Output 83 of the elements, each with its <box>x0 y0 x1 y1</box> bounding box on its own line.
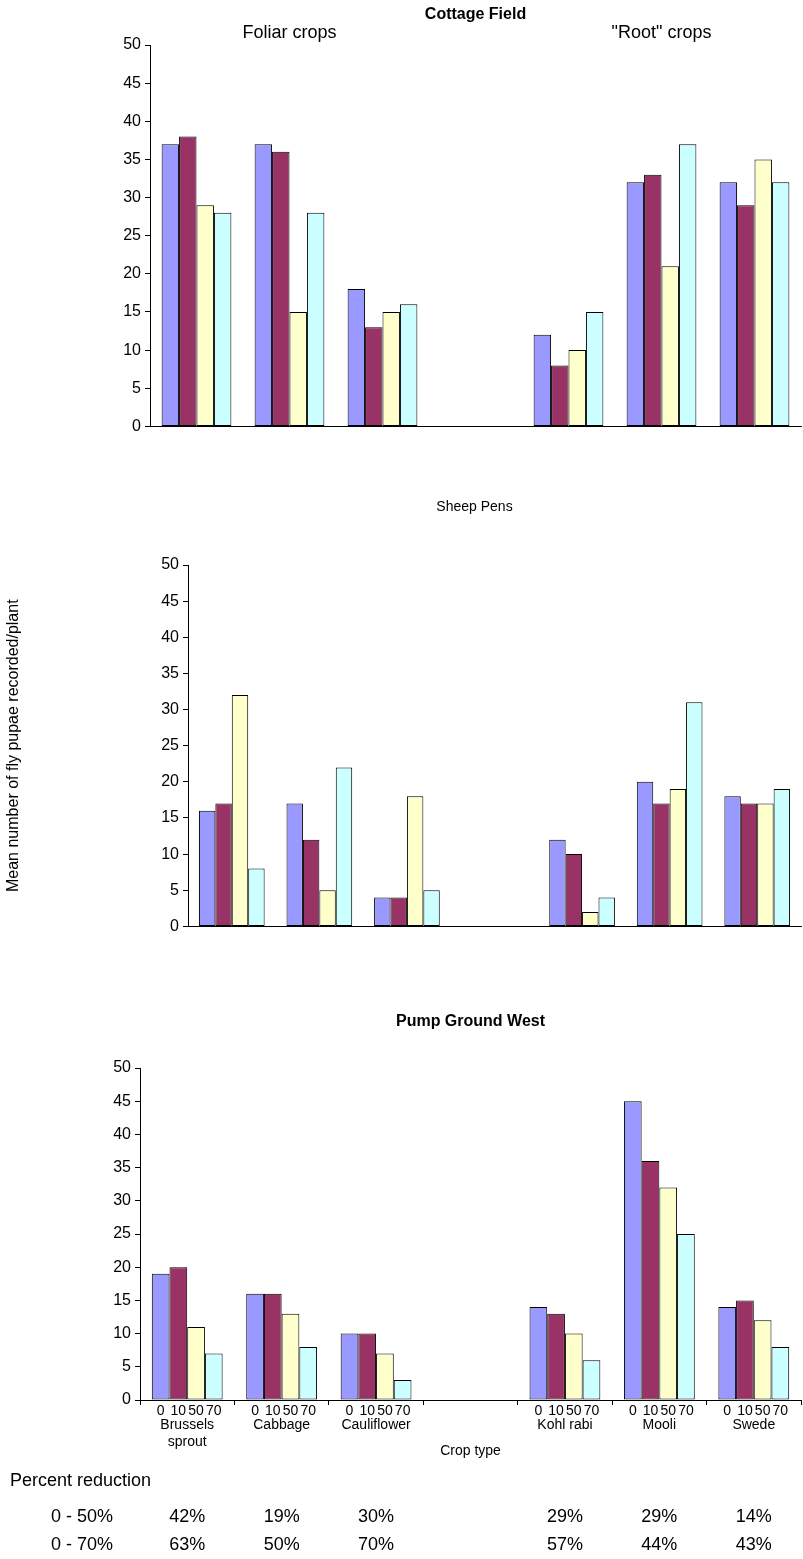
text: 0 - 50% <box>50 1506 114 1527</box>
y-tick-label: 10 <box>113 1324 132 1342</box>
x-axis-title: Crop type <box>440 1442 502 1459</box>
text: 14% <box>735 1506 772 1527</box>
text: Foliar crops <box>242 22 337 43</box>
text: 10 <box>265 1401 281 1418</box>
text: 43% <box>735 1534 772 1555</box>
text: 70 <box>678 1401 694 1418</box>
y-tick-label: 40 <box>161 627 180 645</box>
text: 63% <box>169 1534 206 1555</box>
chart-title: Pump Ground West <box>395 1012 546 1030</box>
y-tick-label: 40 <box>123 111 142 129</box>
y-tick-label: 0 <box>122 1390 132 1408</box>
y-tick-label: 0 <box>170 916 180 934</box>
y-axis-title: Mean number of fly pupae recorded/plant <box>4 598 22 893</box>
y-tick-label: 15 <box>161 808 180 826</box>
y-tick-label: 45 <box>161 591 180 609</box>
x-tick-label: Mooli <box>642 1416 677 1433</box>
text: 0 <box>251 1401 259 1418</box>
y-tick-label: 35 <box>113 1158 132 1176</box>
text: 50 <box>377 1401 393 1418</box>
text: Percent reduction <box>10 1470 152 1491</box>
text: 0 <box>723 1401 732 1418</box>
chart-title: Cottage Field <box>424 5 527 23</box>
text: 30% <box>358 1506 395 1527</box>
y-tick-label: 10 <box>161 844 180 862</box>
y-tick-label: 5 <box>170 880 180 898</box>
y-tick-label: 20 <box>113 1257 132 1275</box>
y-tick-label: 25 <box>113 1224 132 1242</box>
series-label: 50 <box>188 1401 205 1418</box>
text: 19% <box>263 1506 300 1527</box>
text: 0 <box>534 1401 543 1418</box>
y-tick-label: 25 <box>123 226 142 244</box>
x-tick-label: Swede <box>732 1416 776 1433</box>
text: 0 - 70% <box>50 1534 114 1555</box>
text: 10 <box>737 1401 753 1418</box>
text: 50 <box>754 1401 771 1418</box>
text: 0 <box>628 1401 637 1418</box>
y-tick-label: 10 <box>123 340 142 358</box>
text: 70 <box>583 1401 600 1418</box>
y-tick-label: 5 <box>132 378 142 396</box>
series-label: 70 <box>205 1401 222 1418</box>
x-tick-label: Brussels sprout <box>160 1416 215 1450</box>
text: 10 <box>642 1401 659 1418</box>
text: 29% <box>641 1506 678 1527</box>
y-tick-label: 35 <box>123 149 142 167</box>
y-tick-label: 0 <box>132 416 142 434</box>
x-tick-label: Cabbage <box>253 1416 311 1433</box>
y-tick-label: 35 <box>161 663 180 681</box>
chart-title: Sheep Pens <box>436 498 513 514</box>
text: 42% <box>169 1506 206 1527</box>
text: 70 <box>300 1401 316 1418</box>
y-tick-label: 45 <box>113 1091 132 1109</box>
y-tick-label: 20 <box>161 772 180 790</box>
text: "Root" crops <box>611 22 712 43</box>
y-tick-label: 30 <box>113 1191 132 1209</box>
y-tick-label: 15 <box>113 1290 132 1308</box>
text: 44% <box>641 1534 678 1555</box>
y-tick-label: 50 <box>161 555 180 573</box>
text: 50 <box>660 1401 676 1418</box>
y-tick-label: 30 <box>161 699 180 717</box>
text: 10 <box>359 1401 376 1418</box>
text: 10 <box>548 1401 564 1418</box>
y-tick-label: 50 <box>123 35 142 53</box>
y-tick-label: 25 <box>161 736 180 754</box>
y-tick-label: 30 <box>123 187 142 205</box>
y-tick-label: 20 <box>123 264 142 282</box>
x-tick-label: Cauliflower <box>341 1416 412 1433</box>
text: 50% <box>263 1534 300 1555</box>
text: 57% <box>546 1534 583 1555</box>
text: 70 <box>394 1401 411 1418</box>
y-tick-label: 45 <box>123 73 142 91</box>
text: 0 <box>345 1401 354 1418</box>
y-tick-label: 50 <box>113 1058 132 1076</box>
y-tick-label: 15 <box>123 302 142 320</box>
x-tick-label: Kohl rabi <box>537 1416 593 1433</box>
y-tick-label: 5 <box>122 1357 132 1375</box>
text: 50 <box>565 1401 582 1418</box>
text: 29% <box>546 1506 583 1527</box>
text: 50 <box>282 1401 299 1418</box>
text: 70% <box>358 1534 395 1555</box>
y-tick-label: 40 <box>113 1124 132 1142</box>
text: 70 <box>772 1401 789 1418</box>
